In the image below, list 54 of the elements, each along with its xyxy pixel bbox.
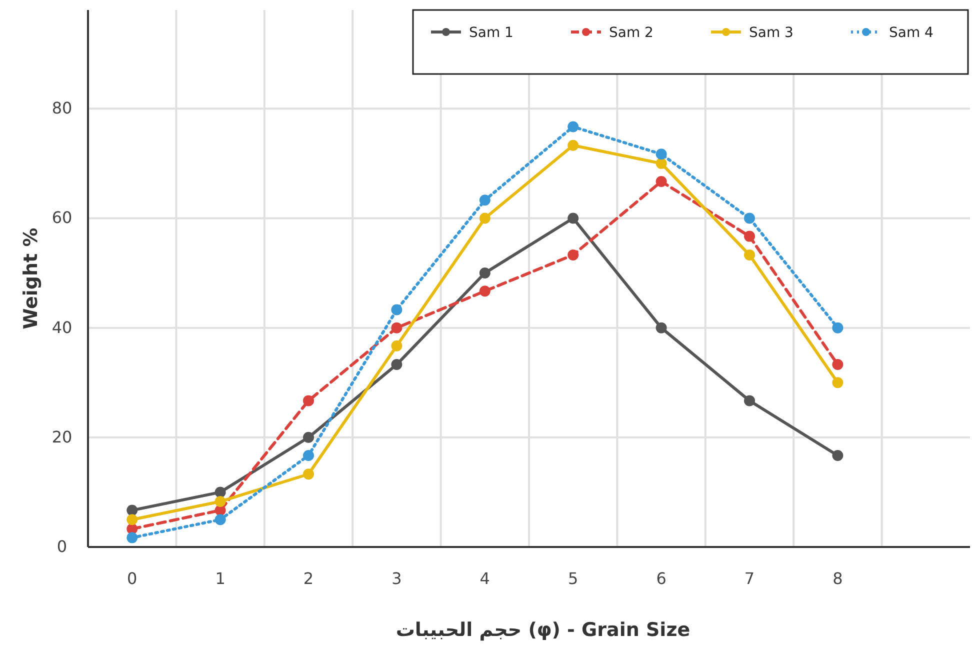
point bbox=[479, 268, 490, 279]
point bbox=[832, 377, 844, 388]
point bbox=[832, 359, 844, 370]
point bbox=[744, 249, 755, 260]
legend-label: Sam 4 bbox=[889, 25, 934, 41]
point bbox=[303, 468, 314, 480]
point bbox=[303, 432, 314, 443]
point bbox=[744, 212, 755, 224]
y-tick-label: 80 bbox=[52, 98, 72, 118]
legend-label: Sam 3 bbox=[749, 25, 794, 41]
point bbox=[214, 514, 226, 526]
y-tick-label: 60 bbox=[52, 208, 72, 228]
point bbox=[568, 249, 579, 260]
point bbox=[656, 322, 667, 334]
point bbox=[214, 496, 226, 508]
point bbox=[832, 322, 844, 334]
point bbox=[568, 121, 579, 132]
point bbox=[126, 504, 138, 516]
point bbox=[303, 450, 314, 461]
y-tick-label: 20 bbox=[52, 427, 72, 446]
point bbox=[656, 158, 667, 169]
point bbox=[391, 359, 402, 370]
x-tick-label: 2 bbox=[303, 569, 314, 588]
x-tick-label: 1 bbox=[215, 569, 226, 588]
y-tick-label: 0 bbox=[56, 537, 68, 556]
point bbox=[391, 322, 402, 334]
x-tick-label: 5 bbox=[568, 569, 578, 588]
y-axis-title: Weight % bbox=[20, 228, 42, 330]
x-tick-label: 6 bbox=[656, 569, 666, 588]
point bbox=[303, 395, 314, 406]
point bbox=[126, 532, 138, 544]
x-tick-label: 7 bbox=[744, 569, 755, 588]
x-tick-label: 0 bbox=[127, 569, 138, 588]
point bbox=[479, 212, 490, 224]
point bbox=[744, 230, 755, 242]
x-tick-label: 3 bbox=[392, 569, 402, 588]
point bbox=[479, 194, 490, 206]
point bbox=[126, 514, 138, 526]
point bbox=[214, 486, 226, 498]
legend-label: Sam 2 bbox=[609, 25, 654, 41]
y-tick-label: 40 bbox=[52, 318, 72, 337]
point bbox=[391, 340, 402, 352]
point bbox=[568, 140, 579, 151]
point bbox=[832, 450, 844, 461]
point bbox=[568, 212, 579, 224]
point bbox=[479, 286, 490, 297]
x-tick-label: 8 bbox=[832, 569, 843, 588]
point bbox=[391, 304, 402, 316]
x-axis-title: حجم الحبيبات (φ) - Grain Size bbox=[396, 619, 690, 641]
x-tick-label: 4 bbox=[480, 569, 490, 588]
point bbox=[744, 395, 755, 406]
legend-label: Sam 1 bbox=[469, 25, 514, 41]
point bbox=[656, 148, 667, 160]
point bbox=[656, 176, 667, 188]
